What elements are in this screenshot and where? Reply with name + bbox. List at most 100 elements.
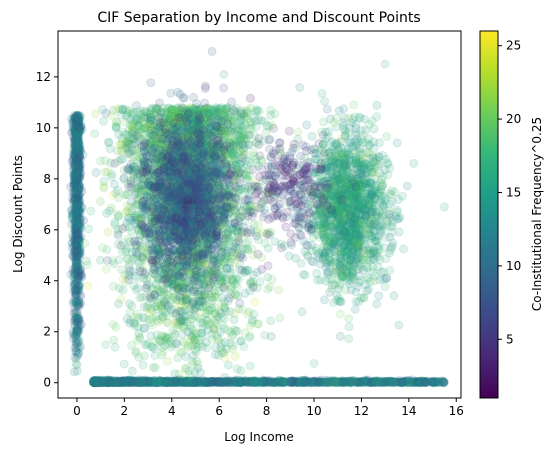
data-point [72,307,82,317]
data-point [71,203,81,212]
data-point [68,264,78,274]
data-point [72,160,82,170]
data-point [74,239,84,248]
data-point [73,159,82,169]
data-point [74,235,84,244]
data-point [72,112,82,122]
data-point [72,215,82,224]
data-point [74,246,84,256]
data-point [75,251,85,261]
data-point [73,199,83,209]
data-point [71,313,81,323]
data-point [69,195,79,205]
data-point [91,168,101,178]
data-point [71,204,81,214]
data-point [73,135,83,145]
data-point [70,145,80,155]
data-point [73,212,83,222]
data-point [69,144,78,154]
data-point [71,193,81,203]
data-point [71,284,80,294]
data-point [72,285,82,295]
data-point [71,252,81,262]
data-point [73,154,83,164]
data-point [72,174,82,184]
data-point [70,224,80,234]
data-point [380,377,390,387]
data-point [68,213,78,223]
data-point [72,168,81,178]
data-point [73,117,83,127]
data-point [73,192,83,201]
data-point [73,160,83,170]
data-point [74,115,84,125]
data-point [75,243,85,253]
data-point [71,157,81,167]
data-point [74,224,84,234]
data-point [72,205,82,215]
data-point [70,236,80,246]
data-point [72,243,82,253]
data-point [71,214,81,224]
data-point [73,165,83,175]
data-point [71,205,80,215]
data-point [70,251,80,261]
data-point [74,327,84,337]
data-point [74,184,84,194]
data-point [69,177,79,187]
data-point [72,251,82,261]
data-point [70,149,80,159]
data-point [70,320,80,330]
data-point [73,272,83,281]
data-point [73,202,82,212]
data-point [73,281,83,291]
data-point [170,369,180,379]
data-point [76,169,86,179]
data-point [69,169,79,179]
data-point [73,287,82,297]
data-point [73,232,83,242]
data-point [74,296,83,306]
data-point [72,329,82,339]
data-point [71,257,81,267]
data-point [108,281,118,291]
data-point [72,144,82,154]
data-point [71,316,81,326]
data-point [70,222,80,232]
data-point [72,143,82,153]
data-point [352,377,362,387]
data-point [73,271,83,281]
data-point [69,182,79,192]
data-point [72,172,82,181]
data-point [74,162,84,172]
data-point [73,147,83,157]
data-point [69,174,79,184]
data-point [71,270,80,279]
data-point [76,232,86,242]
data-point [69,308,79,318]
data-point [71,194,81,204]
data-point [72,151,82,160]
data-point [71,111,81,121]
data-point [96,156,105,166]
data-point [72,134,82,144]
data-point [119,359,129,369]
data-point [74,337,84,347]
data-point [101,340,111,350]
data-point [73,121,83,131]
data-point [73,131,83,141]
data-point [72,138,82,147]
data-point [168,326,178,336]
data-point [73,233,83,243]
data-point [72,204,82,214]
data-point [75,267,85,277]
data-point [74,298,84,308]
data-point [70,279,80,289]
data-point [71,216,81,226]
data-point [72,334,82,344]
data-point [75,245,85,255]
data-point [70,287,80,297]
data-point [90,129,100,139]
data-point [70,177,80,187]
data-point [70,176,80,186]
